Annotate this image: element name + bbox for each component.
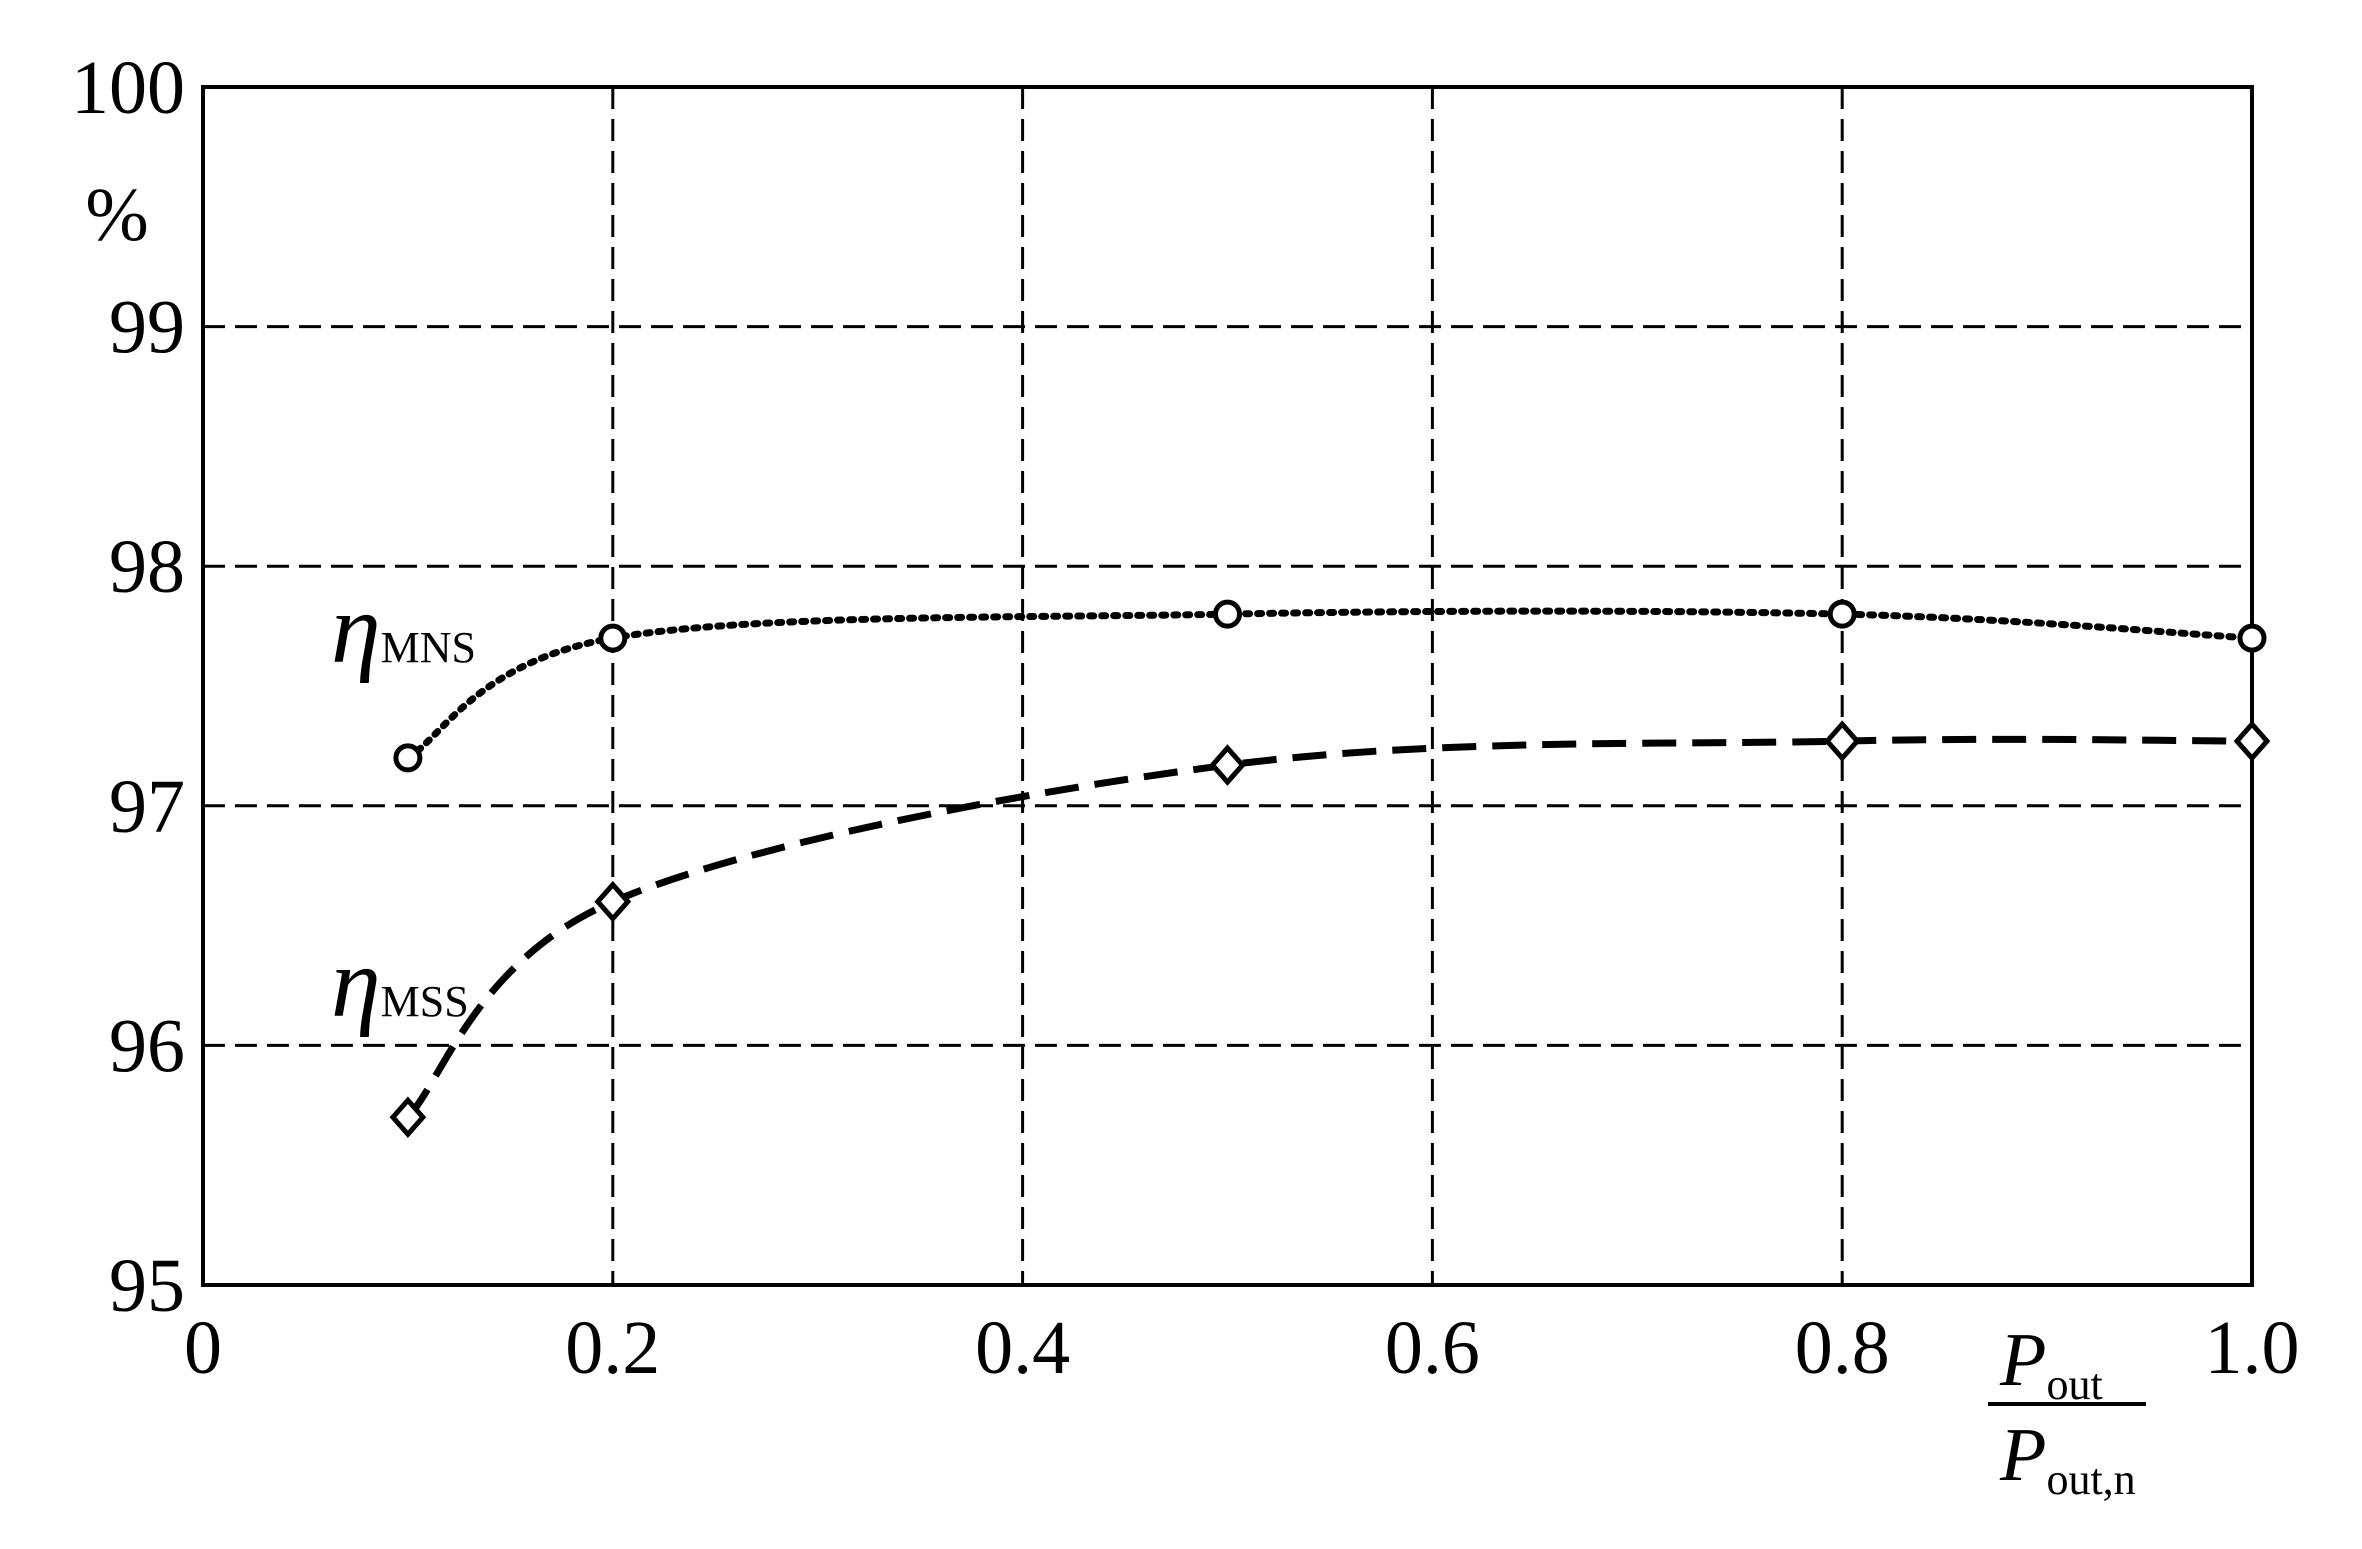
y-tick-label: 97	[109, 765, 185, 849]
series-label-symbol: η	[331, 573, 381, 684]
y-tick-label: 95	[109, 1244, 185, 1328]
marker	[598, 623, 628, 653]
x-tick-label: 0.6	[1385, 1306, 1480, 1390]
marker	[1209, 744, 1246, 786]
x-tick-label: 0.2	[565, 1306, 660, 1390]
x-axis-label-sub: out,n	[2046, 1455, 2135, 1504]
marker	[389, 1096, 427, 1139]
marker	[2237, 623, 2267, 653]
series-line	[405, 735, 2253, 1120]
x-axis-label-symbol: P	[1999, 1413, 2046, 1497]
x-tick-label: 0.4	[975, 1306, 1070, 1390]
plot-frame	[201, 85, 2254, 1287]
x-axis-label-sub: out	[2046, 1360, 2102, 1409]
x-axis-label-symbol: P	[1999, 1318, 2046, 1402]
y-tick-label: 100	[71, 46, 185, 130]
marker	[1213, 599, 1242, 629]
y-axis-label: %	[85, 173, 148, 257]
marker	[1827, 599, 1857, 629]
series-label: ηMNS	[331, 573, 476, 684]
marker	[2233, 720, 2271, 762]
series-label: ηMSS	[331, 927, 469, 1038]
series-line	[404, 607, 2256, 762]
series-label-sub: MSS	[381, 977, 469, 1026]
x-axis-label: Pout,n	[1999, 1413, 2136, 1504]
series-label-sub: MNS	[381, 623, 476, 672]
x-axis-label: Pout	[1999, 1318, 2103, 1409]
y-tick-label: 99	[109, 286, 185, 370]
y-tick-label: 96	[109, 1004, 185, 1088]
x-tick-label: 0.8	[1795, 1306, 1890, 1390]
series-label-symbol: η	[331, 927, 381, 1038]
marker	[594, 880, 632, 923]
x-tick-label: 1.0	[2205, 1306, 2300, 1390]
x-tick-label: 0	[184, 1306, 222, 1390]
marker	[1823, 720, 1861, 762]
marker	[393, 743, 423, 773]
y-tick-label: 98	[109, 525, 185, 609]
